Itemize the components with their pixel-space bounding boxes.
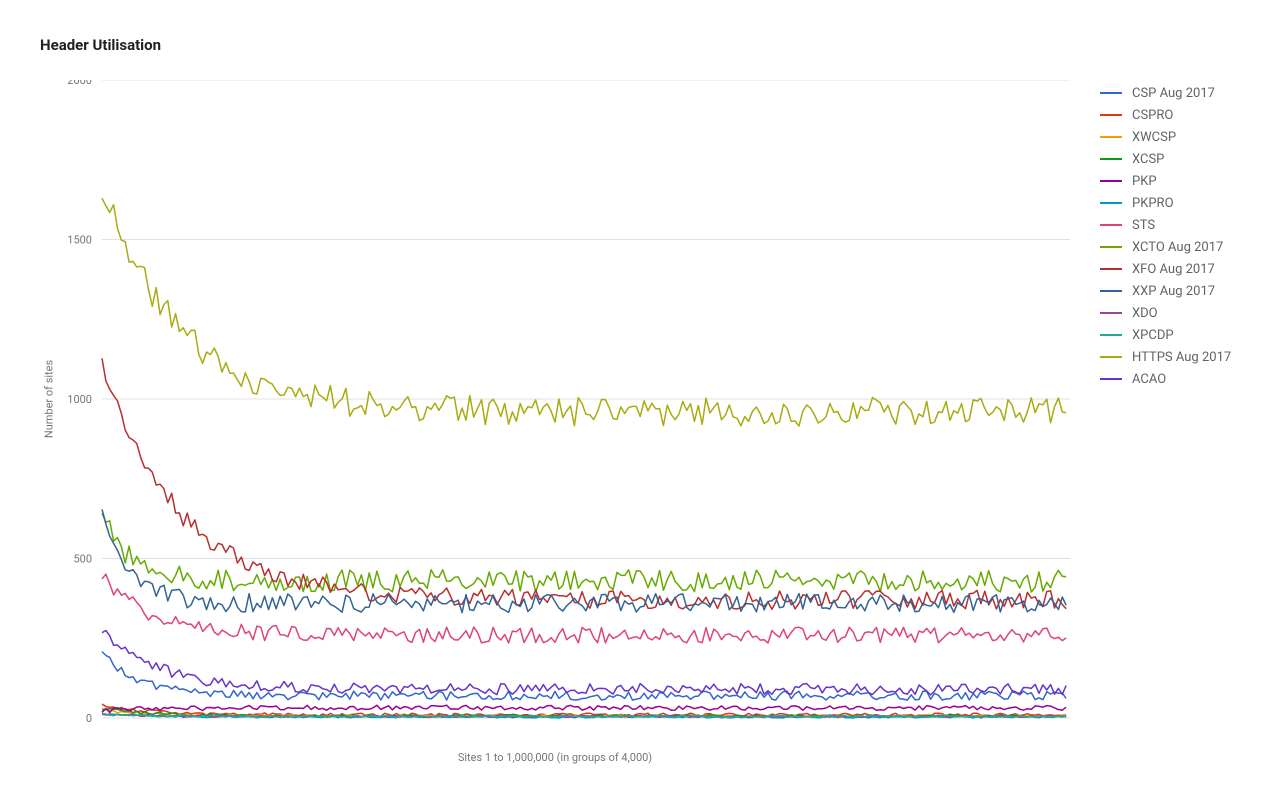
legend-item-xwcsp[interactable]: XWCSP	[1100, 126, 1231, 148]
legend-label: STS	[1132, 218, 1155, 233]
legend-swatch	[1100, 224, 1122, 226]
legend-swatch	[1100, 114, 1122, 116]
legend-item-sts[interactable]: STS	[1100, 214, 1231, 236]
legend-label: XCSP	[1132, 152, 1164, 167]
series-xfo	[102, 358, 1066, 609]
legend-label: HTTPS Aug 2017	[1132, 350, 1231, 365]
legend-item-csp[interactable]: CSP Aug 2017	[1100, 82, 1231, 104]
legend-item-pkp[interactable]: PKP	[1100, 170, 1231, 192]
y-tick-label: 1000	[67, 393, 92, 406]
chart-area: Number of sites 0500100015002000 Sites 1…	[40, 80, 1070, 718]
legend-label: CSPRO	[1132, 108, 1173, 123]
legend-label: XWCSP	[1132, 130, 1176, 145]
legend-label: XPCDP	[1132, 328, 1174, 343]
legend-label: XFO Aug 2017	[1132, 262, 1215, 277]
legend-item-https[interactable]: HTTPS Aug 2017	[1100, 346, 1231, 368]
legend-label: PKP	[1132, 174, 1157, 189]
legend-swatch	[1100, 334, 1122, 336]
legend-swatch	[1100, 246, 1122, 248]
legend-item-pkpro[interactable]: PKPRO	[1100, 192, 1231, 214]
y-axis-label: Number of sites	[43, 360, 56, 438]
legend-item-xdo[interactable]: XDO	[1100, 302, 1231, 324]
legend-item-xfo[interactable]: XFO Aug 2017	[1100, 258, 1231, 280]
legend-swatch	[1100, 202, 1122, 204]
legend-label: PKPRO	[1132, 196, 1174, 211]
legend-label: XCTO Aug 2017	[1132, 240, 1223, 255]
y-tick-label: 0	[86, 712, 92, 725]
legend-item-xpcdp[interactable]: XPCDP	[1100, 324, 1231, 346]
x-axis-label: Sites 1 to 1,000,000 (in groups of 4,000…	[458, 751, 652, 764]
legend-swatch	[1100, 312, 1122, 314]
legend-swatch	[1100, 356, 1122, 358]
y-tick-label: 500	[73, 553, 92, 566]
y-tick-label: 1500	[67, 234, 92, 247]
legend-item-cspro[interactable]: CSPRO	[1100, 104, 1231, 126]
legend-label: XDO	[1132, 306, 1158, 321]
series-xcto	[102, 513, 1066, 592]
legend: CSP Aug 2017 CSPRO XWCSP XCSP PKP PKPRO STS XCT…	[1100, 82, 1231, 390]
legend-swatch	[1100, 92, 1122, 94]
legend-label: ACAO	[1132, 372, 1166, 387]
legend-item-acao[interactable]: ACAO	[1100, 368, 1231, 390]
legend-swatch	[1100, 290, 1122, 292]
series-acao	[102, 631, 1066, 695]
legend-swatch	[1100, 136, 1122, 138]
legend-label: CSP Aug 2017	[1132, 86, 1215, 101]
legend-swatch	[1100, 268, 1122, 270]
legend-swatch	[1100, 180, 1122, 182]
legend-label: XXP Aug 2017	[1132, 284, 1215, 299]
legend-item-xcsp[interactable]: XCSP	[1100, 148, 1231, 170]
legend-item-xxp[interactable]: XXP Aug 2017	[1100, 280, 1231, 302]
series-pkp	[102, 705, 1066, 712]
legend-swatch	[1100, 158, 1122, 160]
chart-svg: 0 500 1000 1500 2000	[40, 80, 1070, 740]
legend-swatch	[1100, 378, 1122, 380]
chart-title: Header Utilisation	[40, 36, 161, 54]
series-https	[102, 198, 1066, 426]
y-tick-label: 2000	[67, 80, 92, 87]
legend-item-xcto[interactable]: XCTO Aug 2017	[1100, 236, 1231, 258]
